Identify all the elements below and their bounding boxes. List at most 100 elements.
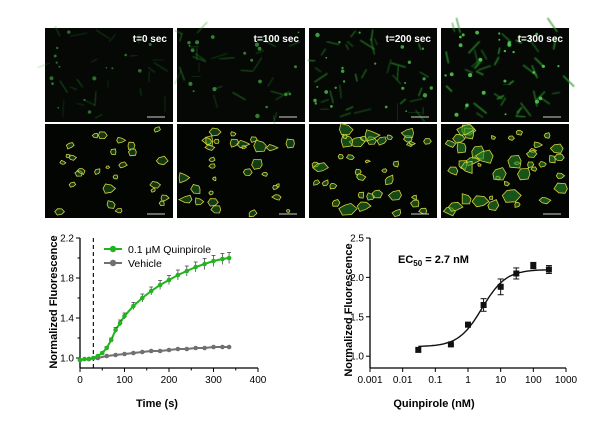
cell-body bbox=[384, 105, 388, 109]
segmented-cell bbox=[514, 201, 521, 208]
cell-process bbox=[551, 91, 561, 95]
time-x-tick-label: 100 bbox=[116, 375, 133, 386]
cell-process bbox=[369, 38, 376, 55]
segmented-cell bbox=[213, 138, 220, 144]
legend-label-agonist: 0.1 μM Quinpirole bbox=[128, 244, 211, 256]
cell-body bbox=[330, 105, 333, 108]
cell-process bbox=[148, 70, 151, 83]
segmented-cell bbox=[265, 144, 279, 152]
segmented-cell bbox=[236, 139, 251, 149]
cell-body bbox=[503, 49, 507, 53]
segmented-cell bbox=[261, 171, 269, 177]
cell-process bbox=[515, 39, 523, 45]
segmented-cell bbox=[492, 167, 507, 181]
cell-body bbox=[449, 72, 454, 77]
segmented-cell bbox=[391, 208, 402, 218]
fluorescence-image-0 bbox=[45, 28, 173, 122]
dose-x-tick-label: 10 bbox=[495, 375, 507, 386]
segmented-cell bbox=[527, 161, 535, 169]
cell-process bbox=[59, 80, 68, 94]
cell-body bbox=[519, 35, 522, 38]
segmented-cell bbox=[357, 191, 365, 199]
cell-process bbox=[76, 102, 85, 106]
cell-body bbox=[475, 30, 479, 35]
cell-process bbox=[552, 36, 558, 50]
data-point bbox=[184, 346, 190, 352]
segmented-cell bbox=[501, 189, 522, 203]
segmented-cell bbox=[507, 154, 522, 169]
cell-body bbox=[316, 85, 319, 88]
cell-body bbox=[401, 86, 405, 90]
segmented-cell bbox=[530, 166, 538, 172]
cell-process bbox=[464, 68, 474, 74]
segmented-cell bbox=[155, 155, 169, 166]
segmented-cell bbox=[313, 179, 321, 186]
segmented-cell bbox=[474, 149, 494, 164]
cell-process bbox=[196, 21, 208, 34]
cell-process bbox=[252, 57, 263, 71]
segmented-cell bbox=[409, 140, 417, 146]
segmented-cell bbox=[178, 172, 191, 184]
cell-process bbox=[189, 45, 199, 48]
data-point bbox=[86, 356, 92, 362]
time-x-tick-label: 300 bbox=[205, 375, 222, 386]
cell-body bbox=[297, 31, 300, 34]
segmented-cell bbox=[250, 136, 258, 143]
segmented-cell bbox=[114, 207, 123, 214]
cell-body bbox=[468, 73, 473, 78]
cell-body bbox=[212, 87, 217, 92]
segmented-cell bbox=[116, 137, 127, 144]
segmented-cell bbox=[337, 153, 344, 160]
segmented-cell bbox=[364, 129, 381, 142]
dose-x-tick-label: 1 bbox=[465, 375, 471, 386]
cell-body bbox=[498, 32, 501, 35]
segmented-cell bbox=[242, 168, 253, 177]
segmented-cell bbox=[392, 160, 399, 168]
cell-body bbox=[535, 32, 539, 36]
cell-process bbox=[178, 66, 186, 81]
data-point bbox=[131, 350, 136, 356]
cell-body bbox=[258, 79, 262, 84]
cell-body bbox=[294, 65, 297, 69]
data-point bbox=[447, 341, 454, 348]
cell-body bbox=[458, 43, 463, 48]
cell-body bbox=[535, 99, 539, 104]
dose-y-tick-label: 2.0 bbox=[350, 273, 364, 284]
data-point bbox=[148, 348, 154, 354]
cell-process bbox=[399, 98, 407, 105]
cell-body bbox=[338, 41, 341, 44]
cell-process bbox=[455, 17, 462, 34]
cell-body bbox=[190, 48, 195, 53]
segmented-cell bbox=[190, 184, 201, 195]
segmented-cell bbox=[410, 194, 417, 201]
segmented-cell bbox=[286, 209, 291, 213]
segmented-cell bbox=[208, 190, 214, 196]
segmented-cell bbox=[549, 143, 564, 154]
cell-body bbox=[459, 35, 462, 39]
segmented-cell bbox=[381, 168, 388, 173]
dose-y-tick-label: 1.0 bbox=[350, 352, 364, 363]
data-point bbox=[193, 345, 198, 351]
cell-process bbox=[76, 78, 84, 88]
cell-body bbox=[192, 90, 195, 93]
series-agonist bbox=[77, 252, 232, 363]
cell-process bbox=[210, 52, 228, 60]
cell-body bbox=[83, 99, 86, 101]
cell-body bbox=[243, 51, 247, 55]
cell-body bbox=[105, 66, 108, 69]
segmented-cell bbox=[271, 194, 282, 201]
cell-process bbox=[288, 41, 301, 47]
cell-process bbox=[345, 105, 354, 111]
cell-process bbox=[493, 92, 503, 100]
cell-process bbox=[451, 22, 456, 33]
cell-body bbox=[507, 42, 512, 47]
segmented-cell bbox=[150, 187, 156, 193]
cell-process bbox=[147, 66, 156, 73]
cell-process bbox=[270, 90, 284, 96]
cell-process bbox=[419, 71, 430, 78]
cell-body bbox=[124, 53, 127, 57]
cell-body bbox=[315, 32, 320, 38]
segmented-cell bbox=[208, 156, 216, 163]
cell-process bbox=[373, 38, 379, 46]
segmented-cell bbox=[503, 181, 511, 187]
